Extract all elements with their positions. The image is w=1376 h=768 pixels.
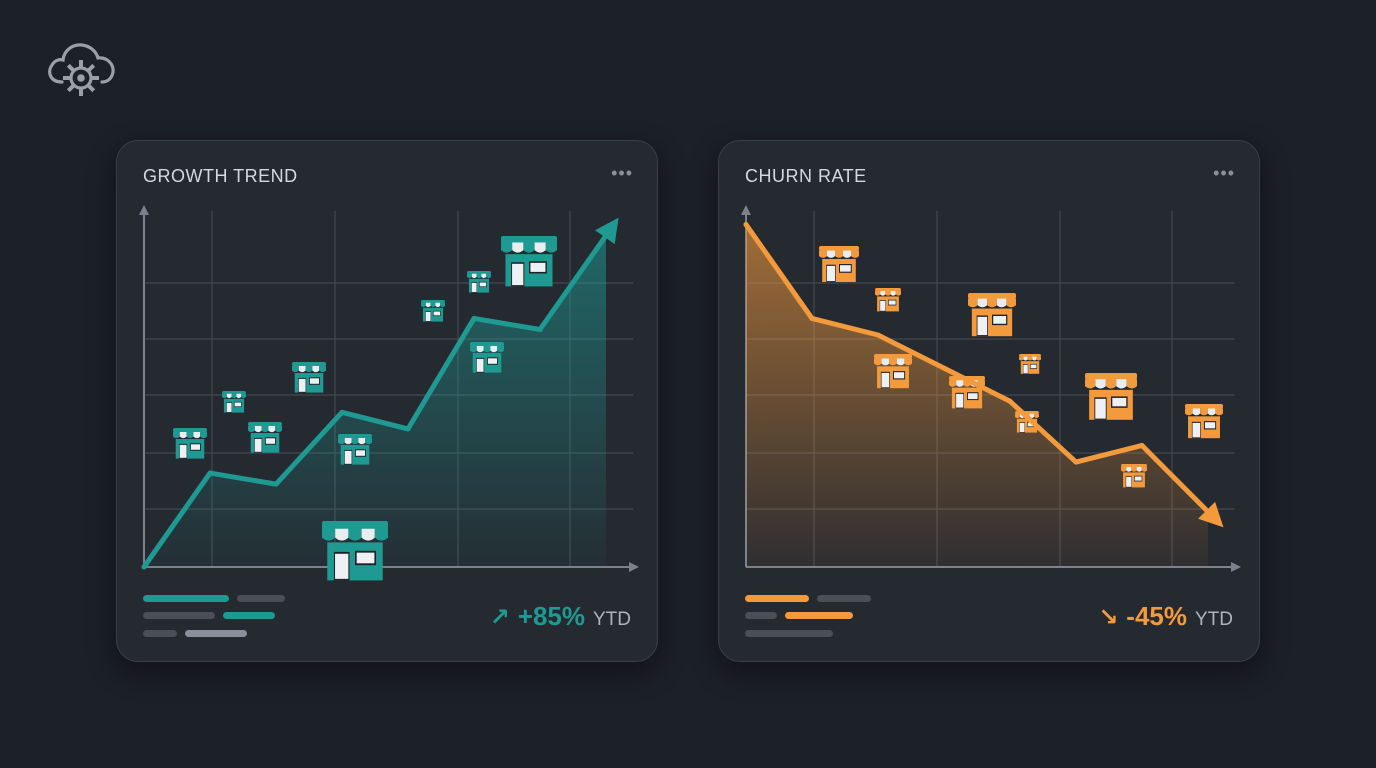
data-point — [273, 481, 279, 487]
more-options-icon[interactable]: ••• — [1213, 163, 1235, 183]
data-point — [1139, 442, 1145, 448]
more-options-icon[interactable]: ••• — [611, 163, 633, 183]
churn-rate-card: CHURN RATE ••• ↘ -45% YTD — [718, 140, 1260, 662]
storefront-icon — [173, 428, 207, 459]
data-point — [941, 365, 947, 371]
data-point — [809, 315, 815, 321]
legend-bar — [143, 612, 215, 619]
legend-bar — [143, 630, 177, 637]
growth-chart — [139, 205, 639, 581]
growth-stat: ↗ +85% YTD — [490, 601, 631, 632]
stat-unit: YTD — [593, 609, 631, 630]
legend-placeholder — [143, 595, 303, 645]
data-point — [537, 326, 543, 332]
storefront-icon — [501, 236, 557, 287]
storefront-icon — [874, 354, 912, 389]
trend-line — [743, 222, 1211, 515]
stat-unit: YTD — [1195, 609, 1233, 630]
storefront-icon — [467, 271, 491, 293]
card-title: GROWTH TREND — [143, 166, 298, 186]
legend-bar — [143, 595, 229, 602]
storefront-icon — [968, 293, 1016, 337]
storefront-icon — [470, 342, 504, 373]
card-title: CHURN RATE — [745, 166, 867, 186]
trend-arrowhead — [595, 217, 619, 245]
legend-bar — [185, 630, 247, 637]
data-point — [207, 470, 213, 476]
data-point — [405, 426, 411, 432]
storefront-icon — [1185, 404, 1223, 439]
storefront-icon — [292, 362, 326, 393]
trend-arrowhead — [1198, 501, 1224, 528]
data-point — [471, 315, 477, 321]
storefront-icon — [421, 300, 445, 322]
trend-line — [141, 233, 609, 570]
growth-trend-card: GROWTH TREND ••• ↗ +85% YTD — [116, 140, 658, 662]
storefront-icon — [222, 391, 246, 413]
data-point — [875, 332, 881, 338]
stat-value: -45% — [1126, 601, 1187, 631]
area-fill — [144, 235, 606, 568]
data-point — [339, 409, 345, 415]
storefront-icon — [322, 521, 388, 581]
cloud-gear-icon — [48, 43, 115, 96]
trend-down-icon: ↘ — [1098, 604, 1119, 631]
storefront-icon — [248, 422, 282, 453]
legend-bar — [745, 630, 833, 637]
data-point — [743, 222, 749, 228]
storefront-icon — [1121, 464, 1147, 488]
legend-bar — [745, 595, 809, 602]
churn-chart — [741, 205, 1241, 572]
storefront-icon — [949, 376, 985, 409]
stat-value: +85% — [517, 601, 585, 631]
storefront-icon — [338, 434, 372, 465]
trend-up-icon: ↗ — [489, 604, 510, 631]
data-point — [1007, 398, 1013, 404]
legend-bar — [745, 612, 777, 619]
storefront-icon — [819, 246, 859, 282]
legend-bar — [223, 612, 275, 619]
data-point — [141, 564, 147, 570]
legend-bar — [785, 612, 853, 619]
legend-placeholder — [745, 595, 905, 645]
churn-stat: ↘ -45% YTD — [1098, 601, 1233, 632]
storefront-icon — [1085, 373, 1137, 420]
storefront-icon — [1019, 354, 1041, 374]
legend-bar — [817, 595, 871, 602]
storefront-icon — [875, 288, 901, 312]
data-point — [1073, 459, 1079, 465]
legend-bar — [237, 595, 285, 602]
